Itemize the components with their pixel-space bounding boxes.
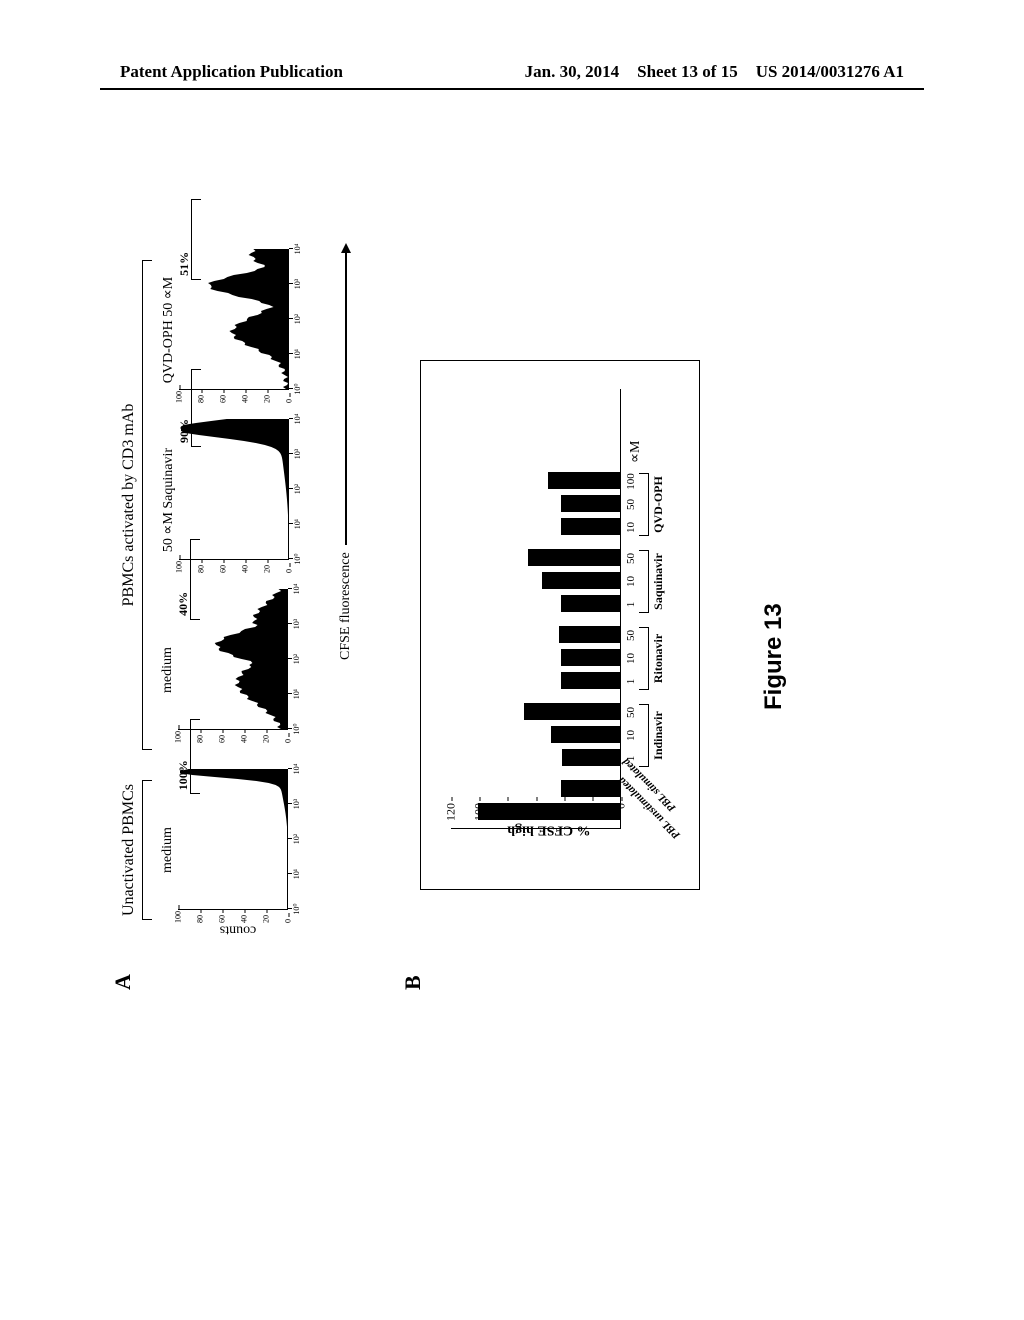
group-label-activated: PBMCs activated by CD3 mAb — [120, 250, 138, 760]
bar-label: 50 — [625, 630, 637, 641]
header-date: Jan. 30, 2014 — [525, 62, 619, 82]
histogram-2: medium40%02040608010010⁰10¹10²10³10⁴ — [160, 590, 300, 750]
histogram-3: 50 ∝M Saquinavir90%02040608010010⁰10¹10²… — [160, 420, 300, 580]
histogram-plot: 51%02040608010010⁰10¹10²10³10⁴ — [179, 250, 289, 390]
histogram-plot: 100%02040608010010⁰10¹10²10³10⁴ — [178, 770, 288, 910]
bracket-unactivated — [142, 780, 152, 920]
bar — [561, 649, 621, 666]
histogram-title: QVD-OPH 50 ∝M — [160, 250, 177, 410]
bar-label: 10 — [625, 576, 637, 587]
bar-label: 50 — [625, 707, 637, 718]
panel-a-xlabel: CFSE fluorescence — [338, 552, 354, 660]
barchart-unit: ∝M — [627, 441, 644, 463]
histogram-plot: 90%02040608010010⁰10¹10²10³10⁴ — [179, 420, 289, 560]
header-rule — [100, 88, 924, 90]
panel-b-label: B — [400, 975, 426, 990]
panel-a-label: A — [110, 974, 136, 990]
histogram-gate — [191, 199, 201, 280]
bar — [551, 726, 620, 743]
group-label-unactivated: Unactivated PBMCs — [120, 770, 138, 930]
histogram-gate-pct: 100% — [176, 760, 191, 790]
histogram-title: 50 ∝M Saquinavir — [160, 420, 177, 580]
bar-label: 50 — [625, 553, 637, 564]
bar — [548, 472, 620, 489]
bar — [562, 749, 620, 766]
bar — [561, 780, 621, 797]
histogram-1: medium100%02040608010010⁰10¹10²10³10⁴ — [160, 770, 300, 930]
bar — [559, 626, 620, 643]
histogram-4: QVD-OPH 50 ∝M51%02040608010010⁰10¹10²10³… — [160, 250, 300, 410]
bar — [561, 672, 621, 689]
barchart — [451, 389, 621, 829]
histogram-title: medium — [160, 590, 176, 750]
panel-a-xarrow — [345, 245, 347, 545]
panel-a-ylabel: counts — [220, 922, 257, 938]
group-label: Ritonavir — [651, 627, 666, 690]
bracket-activated — [142, 260, 152, 750]
bar — [528, 549, 620, 566]
bar — [478, 803, 620, 820]
bar-label: 10 — [625, 653, 637, 664]
histogram-gate-pct: 90% — [177, 419, 192, 443]
histogram-gate-pct: 51% — [177, 252, 192, 276]
histogram-title: medium — [160, 770, 176, 930]
group-label: Indinavir — [651, 704, 666, 767]
bar-label: 100 — [625, 473, 637, 490]
panel-a: Unactivated PBMCs PBMCs activated by CD3… — [120, 230, 320, 960]
histogram-plot: 40%02040608010010⁰10¹10²10³10⁴ — [178, 590, 288, 730]
bar-label: 1 — [625, 602, 637, 608]
bar-label: 10 — [625, 730, 637, 741]
header-sheet: Sheet 13 of 15 — [637, 62, 738, 82]
bar-label: 50 — [625, 499, 637, 510]
bar — [561, 595, 621, 612]
figure-content: A Unactivated PBMCs PBMCs activated by C… — [110, 350, 910, 990]
panel-b: % CFSE high 020406080100120 PBL unstimul… — [420, 360, 700, 890]
figure-label: Figure 13 — [760, 603, 788, 710]
bar-label: 1 — [625, 679, 637, 685]
bar — [524, 703, 620, 720]
header-docnum: US 2014/0031276 A1 — [756, 62, 904, 82]
bar — [542, 572, 620, 589]
bar-label: 1 — [625, 756, 637, 762]
group-label: Saquinavir — [651, 550, 666, 613]
bar — [561, 495, 621, 512]
bar-label: 10 — [625, 522, 637, 533]
bar — [561, 518, 621, 535]
page-header: Patent Application Publication Jan. 30, … — [0, 62, 1024, 82]
histogram-gate-pct: 40% — [176, 592, 191, 616]
group-label: QVD-OPH — [651, 473, 666, 536]
header-left: Patent Application Publication — [120, 62, 343, 82]
